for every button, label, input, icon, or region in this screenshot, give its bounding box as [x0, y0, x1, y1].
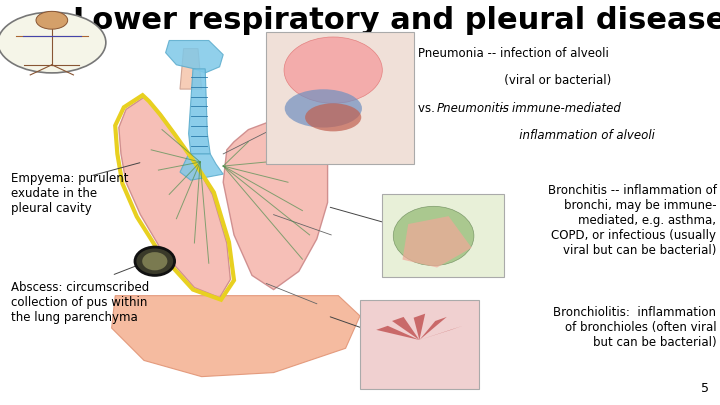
FancyBboxPatch shape: [382, 194, 504, 277]
Text: Lower respiratory and pleural disease: Lower respiratory and pleural disease: [73, 6, 720, 35]
Text: -- immune-mediated: -- immune-mediated: [496, 102, 621, 115]
Polygon shape: [180, 154, 223, 180]
Polygon shape: [166, 40, 223, 73]
Polygon shape: [180, 49, 202, 89]
Polygon shape: [119, 97, 230, 298]
Ellipse shape: [135, 247, 175, 275]
Polygon shape: [223, 122, 328, 290]
Polygon shape: [419, 326, 462, 340]
Text: Abscess: circumscribed
collection of pus within
the lung parenchyma: Abscess: circumscribed collection of pus…: [11, 281, 149, 324]
Polygon shape: [112, 296, 360, 377]
Ellipse shape: [143, 252, 167, 271]
Ellipse shape: [284, 37, 382, 103]
Text: Bronchitis -- inflammation of
bronchi, may be immune-
mediated, e.g. asthma,
COP: Bronchitis -- inflammation of bronchi, m…: [547, 184, 716, 257]
Text: vs.: vs.: [418, 102, 438, 115]
Text: 5: 5: [701, 382, 709, 395]
Text: Pneumonitis: Pneumonitis: [437, 102, 510, 115]
Polygon shape: [413, 313, 425, 340]
Ellipse shape: [284, 89, 362, 128]
Text: inflammation of alveoli: inflammation of alveoli: [418, 129, 654, 142]
FancyBboxPatch shape: [360, 300, 479, 389]
Polygon shape: [189, 69, 210, 154]
Polygon shape: [402, 216, 472, 267]
Ellipse shape: [305, 103, 361, 131]
Polygon shape: [392, 317, 419, 340]
Polygon shape: [377, 326, 419, 340]
Text: Empyema: purulent
exudate in the
pleural cavity: Empyema: purulent exudate in the pleural…: [11, 172, 128, 215]
Circle shape: [36, 11, 68, 29]
Circle shape: [0, 12, 106, 73]
FancyBboxPatch shape: [266, 32, 414, 164]
Ellipse shape: [393, 206, 474, 266]
Text: Bronchiolitis:  inflammation
of bronchioles (often viral
but can be bacterial): Bronchiolitis: inflammation of bronchiol…: [554, 306, 716, 349]
Polygon shape: [419, 317, 446, 340]
Text: (viral or bacterial): (viral or bacterial): [418, 74, 611, 87]
Text: Pneumonia -- infection of alveoli: Pneumonia -- infection of alveoli: [418, 47, 608, 60]
